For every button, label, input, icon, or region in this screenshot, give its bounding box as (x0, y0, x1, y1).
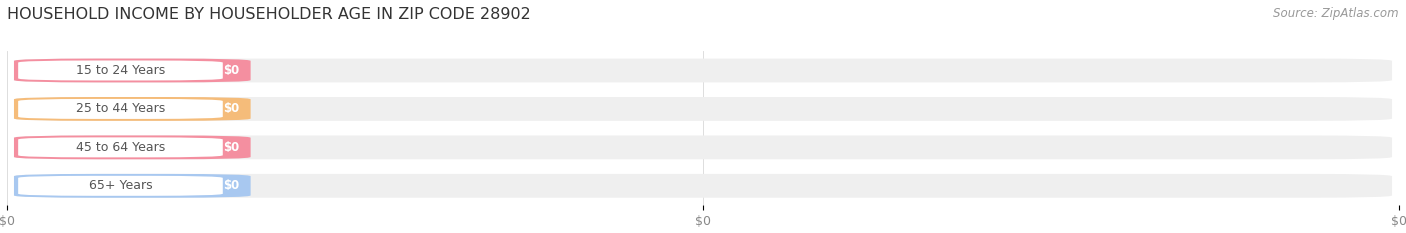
FancyBboxPatch shape (14, 58, 1392, 82)
Text: $0: $0 (224, 103, 239, 115)
FancyBboxPatch shape (14, 174, 1392, 198)
Text: Source: ZipAtlas.com: Source: ZipAtlas.com (1274, 7, 1399, 20)
Text: 45 to 64 Years: 45 to 64 Years (76, 141, 165, 154)
Text: 65+ Years: 65+ Years (89, 179, 152, 192)
FancyBboxPatch shape (18, 137, 222, 157)
FancyBboxPatch shape (18, 61, 222, 80)
Text: $0: $0 (224, 141, 239, 154)
Text: 15 to 24 Years: 15 to 24 Years (76, 64, 165, 77)
Text: 25 to 44 Years: 25 to 44 Years (76, 103, 165, 115)
FancyBboxPatch shape (18, 99, 222, 119)
FancyBboxPatch shape (14, 58, 250, 82)
FancyBboxPatch shape (18, 176, 222, 196)
FancyBboxPatch shape (14, 97, 1392, 121)
FancyBboxPatch shape (14, 135, 250, 159)
Text: $0: $0 (224, 64, 239, 77)
Text: $0: $0 (224, 179, 239, 192)
Text: HOUSEHOLD INCOME BY HOUSEHOLDER AGE IN ZIP CODE 28902: HOUSEHOLD INCOME BY HOUSEHOLDER AGE IN Z… (7, 7, 531, 22)
FancyBboxPatch shape (14, 174, 250, 198)
FancyBboxPatch shape (14, 135, 1392, 159)
FancyBboxPatch shape (14, 97, 250, 121)
